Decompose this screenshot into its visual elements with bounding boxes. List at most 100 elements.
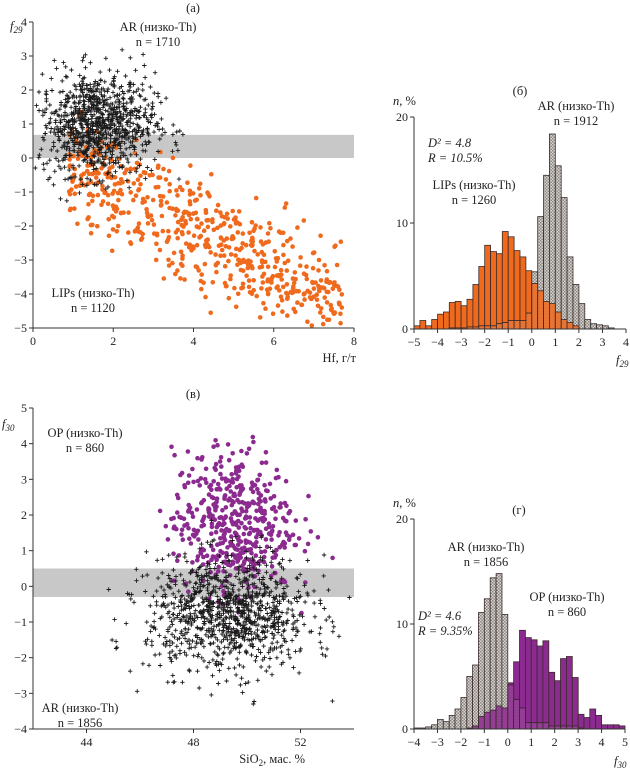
scatter-point: [269, 641, 275, 646]
scatter-point: [250, 557, 256, 563]
scatter-point: [263, 259, 268, 265]
histogram-bar: [554, 165, 562, 330]
scatter-point: [201, 621, 206, 626]
scatter-point: [258, 586, 263, 592]
scatter-point: [184, 652, 189, 658]
scatter-point: [258, 599, 263, 605]
scatter-point: [88, 60, 93, 65]
scatter-point: [138, 156, 143, 162]
scatter-point: [170, 155, 176, 161]
scatter-point: [214, 499, 219, 505]
scatter-point: [213, 635, 218, 640]
scatter-point: [257, 545, 263, 550]
y-tick-label: 3: [21, 49, 27, 63]
scatter-point: [158, 149, 163, 155]
scatter-point: [197, 685, 202, 691]
scatter-point: [148, 120, 153, 125]
scatter-point: [181, 615, 187, 620]
scatter-point: [231, 589, 236, 595]
scatter-point: [201, 644, 207, 649]
scatter-point: [115, 69, 120, 74]
scatter-point: [243, 681, 248, 686]
scatter-point: [241, 619, 247, 625]
scatter-point: [171, 122, 176, 128]
scatter-point: [251, 543, 257, 548]
scatter-point: [53, 120, 58, 125]
scatter-point: [84, 86, 90, 91]
scatter-point: [163, 523, 169, 529]
scatter-point: [247, 573, 252, 579]
scatter-point: [196, 603, 202, 608]
scatter-point: [187, 199, 193, 204]
scatter-point: [170, 260, 175, 266]
scatter-point: [285, 291, 291, 297]
scatter-point: [278, 504, 283, 510]
scatter-point: [174, 644, 179, 649]
scatter-point: [184, 599, 189, 604]
scatter-point: [83, 149, 88, 154]
y-tick-label: −3: [14, 253, 27, 267]
scatter-point: [243, 549, 249, 554]
scatter-point: [246, 278, 252, 283]
scatter-point: [169, 659, 174, 664]
scatter-point: [223, 244, 228, 249]
scatter-point: [296, 670, 302, 676]
scatter-point: [161, 601, 166, 606]
scatter-point: [198, 640, 203, 646]
scatter-point: [250, 265, 255, 271]
scatter-point: [263, 460, 269, 465]
scatter-point: [239, 483, 244, 488]
scatter-point: [151, 619, 157, 624]
scatter-point: [80, 138, 86, 143]
scatter-point: [231, 597, 236, 602]
scatter-point: [318, 598, 323, 603]
scatter-point: [284, 584, 290, 589]
scatter-point: [338, 320, 343, 326]
scatter-point: [215, 542, 220, 547]
scatter-point: [119, 47, 125, 52]
scatter-point: [74, 132, 79, 137]
scatter-point: [174, 655, 179, 661]
scatter-point: [180, 680, 185, 685]
scatter-point: [102, 122, 107, 128]
scatter-point: [218, 253, 223, 258]
scatter-point: [339, 305, 345, 310]
scatter-point: [303, 272, 309, 278]
scatter-point: [170, 649, 175, 654]
scatter-point: [69, 187, 74, 192]
scatter-point: [265, 488, 270, 494]
scatter-point: [91, 129, 96, 135]
scatter-point: [225, 596, 230, 601]
scatter-point: [267, 220, 272, 226]
scatter-point: [311, 588, 317, 594]
scatter-point: [265, 628, 270, 634]
scatter-point: [159, 132, 165, 138]
scatter-point: [251, 644, 256, 649]
scatter-point: [118, 177, 124, 182]
scatter-point: [253, 623, 259, 628]
x-tick-label: 5: [622, 735, 628, 749]
scatter-point: [134, 567, 139, 572]
scatter-point: [262, 549, 268, 554]
scatter-point: [122, 141, 127, 146]
scatter-point: [63, 103, 68, 109]
scatter-point: [195, 573, 201, 578]
scatter-point: [83, 133, 89, 138]
scatter-point: [268, 573, 274, 579]
x-tick-label: −4: [431, 335, 444, 349]
scatter-point: [213, 262, 219, 267]
scatter-point: [100, 187, 105, 192]
scatter-point: [58, 196, 63, 201]
scatter-point: [233, 646, 238, 651]
scatter-point: [270, 273, 276, 279]
scatter-point: [37, 152, 42, 158]
scatter-point: [109, 82, 114, 87]
scatter-point: [223, 570, 229, 575]
scatter-point: [175, 235, 180, 241]
scatter-point: [77, 98, 83, 103]
scatter-point: [79, 79, 85, 84]
scatter-point: [305, 590, 310, 596]
scatter-point: [165, 611, 171, 616]
scatter-point: [145, 221, 151, 226]
scatter-point: [84, 176, 90, 181]
